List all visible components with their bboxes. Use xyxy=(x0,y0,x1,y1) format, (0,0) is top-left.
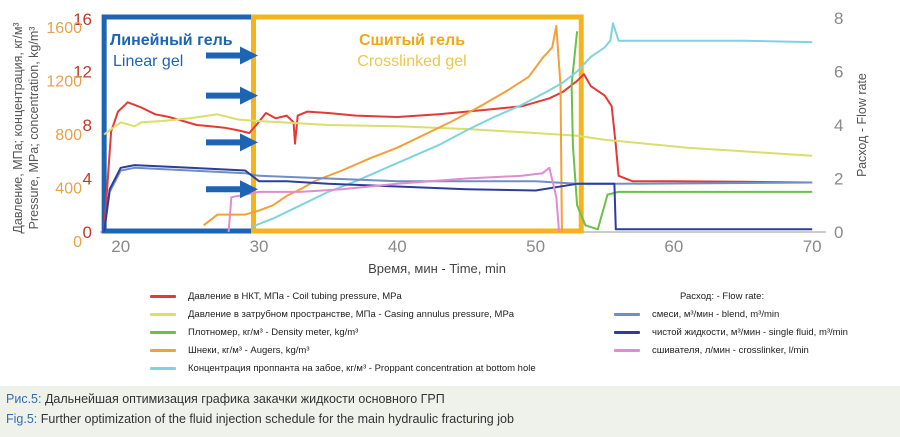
x-tick-label: 60 xyxy=(664,237,683,256)
x-tick-label: 40 xyxy=(388,237,407,256)
legend-swatch xyxy=(150,313,176,316)
y-flow-tick-label: 4 xyxy=(834,116,843,135)
y-concentration-tick-label: 0 xyxy=(73,234,82,251)
zone-label-crosslinked-ru: Сшитый гель xyxy=(359,32,465,49)
legend-swatch xyxy=(150,295,176,298)
legend-label: Давление в затрубном пространстве, МПа -… xyxy=(188,309,515,320)
x-tick-label: 70 xyxy=(803,237,822,256)
y-pressure-tick-label: 0 xyxy=(83,223,92,242)
caption-en-text: Further optimization of the fluid inject… xyxy=(37,412,514,426)
arrow-head xyxy=(240,86,258,105)
y-concentration-tick-label: 1600 xyxy=(46,20,82,37)
legend-swatch xyxy=(150,331,176,334)
legend-label: сшивателя, л/мин - crosslinker, l/min xyxy=(652,345,809,356)
zone-label-linear-ru: Линейный гель xyxy=(110,32,233,49)
y-pressure-tick-label: 8 xyxy=(83,116,92,135)
series-line-proppant xyxy=(251,22,813,228)
caption-en: Fig.5: Further optimization of the fluid… xyxy=(6,412,514,426)
x-tick-label: 20 xyxy=(111,237,130,256)
x-axis-title: Время, мин - Time, min xyxy=(368,261,506,276)
caption-en-label: Fig.5: xyxy=(6,412,38,426)
y-flow-tick-label: 6 xyxy=(834,63,843,82)
zone-label-crosslinked-en: Crosslinked gel xyxy=(357,53,466,70)
series-line-single_fluid_rate xyxy=(103,164,813,233)
series-line-augers xyxy=(203,25,563,233)
series xyxy=(103,22,813,233)
legend-item-augers: Шнеки, кг/м³ - Augers, kg/m³ xyxy=(150,345,310,356)
legend-label: Концентрация проппанта на забое, кг/м³ -… xyxy=(188,363,536,374)
caption-ru: Рис.5: Дальнейшая оптимизация графика за… xyxy=(6,392,445,406)
series-line-density xyxy=(570,31,813,231)
x-tick-label: 50 xyxy=(526,237,545,256)
legend-swatch xyxy=(614,313,640,316)
arrow-head xyxy=(240,180,258,199)
legend-item-tubing-pressure: Давление в НКТ, МПа - Coil tubing pressu… xyxy=(150,291,402,302)
y-left-title-en: Pressure, MPa; concentration, kg/m³ xyxy=(27,27,41,230)
legend-label: смеси, м³/мин - blend, m³/min xyxy=(652,309,780,320)
y-concentration-tick-label: 800 xyxy=(55,127,82,144)
caption-ru-label: Рис.5: xyxy=(6,392,42,406)
legend-label: Давление в НКТ, МПа - Coil tubing pressu… xyxy=(188,291,402,302)
y-pressure-tick-label: 4 xyxy=(83,170,92,189)
figure-caption: Рис.5: Дальнейшая оптимизация графика за… xyxy=(0,386,900,437)
y-concentration-tick-label: 400 xyxy=(55,181,82,198)
legend-label: Шнеки, кг/м³ - Augers, kg/m³ xyxy=(188,345,310,356)
arrow-head xyxy=(240,46,258,65)
y-pressure-tick-label: 16 xyxy=(73,10,92,29)
legend-item-crosslinker-rate: сшивателя, л/мин - crosslinker, l/min xyxy=(614,345,809,356)
zones xyxy=(101,14,584,234)
legend-item-annulus-pressure: Давление в затрубном пространстве, МПа -… xyxy=(150,309,514,320)
legend: Расход: - Flow rate: Давление в НКТ, МПа… xyxy=(0,286,900,381)
y-flow-tick-label: 2 xyxy=(834,170,843,189)
labels: Линейный гель Linear gel Сшитый гель Crossl… xyxy=(110,32,467,199)
legend-swatch xyxy=(614,349,640,352)
series-line-blend_rate xyxy=(103,166,813,233)
series-line-annulus_pressure xyxy=(103,113,813,157)
legend-swatch xyxy=(614,331,640,334)
zone-label-linear-en: Linear gel xyxy=(113,53,183,70)
y-right-title: Расход - Flow rate xyxy=(855,73,869,177)
x-tick-label: 30 xyxy=(250,237,269,256)
y-concentration-tick-label: 1200 xyxy=(46,74,82,91)
caption-ru-text: Дальнейшая оптимизация графика закачки ж… xyxy=(41,392,445,406)
legend-flow-header: Расход: - Flow rate: xyxy=(680,291,765,302)
y-pressure-tick-label: 12 xyxy=(73,63,92,82)
legend-item-proppant: Концентрация проппанта на забое, кг/м³ -… xyxy=(150,363,536,374)
y-left-title-ru: Давление, МПа; концентрация, кг/м³ xyxy=(11,22,25,233)
legend-label: чистой жидкости, м³/мин - single fluid, … xyxy=(652,327,848,338)
y-flow-tick-label: 0 xyxy=(834,223,843,242)
y-flow-tick-label: 8 xyxy=(834,9,843,28)
legend-swatch xyxy=(150,367,176,370)
legend-label: Плотномер, кг/м³ - Density meter, kg/m³ xyxy=(188,327,359,338)
legend-item-blend-rate: смеси, м³/мин - blend, m³/min xyxy=(614,309,779,320)
legend-item-density: Плотномер, кг/м³ - Density meter, kg/m³ xyxy=(150,327,358,338)
arrow-head xyxy=(240,133,258,152)
zone-box-crosslinked xyxy=(250,14,584,234)
legend-swatch xyxy=(150,349,176,352)
legend-item-single-fluid-rate: чистой жидкости, м³/мин - single fluid, … xyxy=(614,327,848,338)
